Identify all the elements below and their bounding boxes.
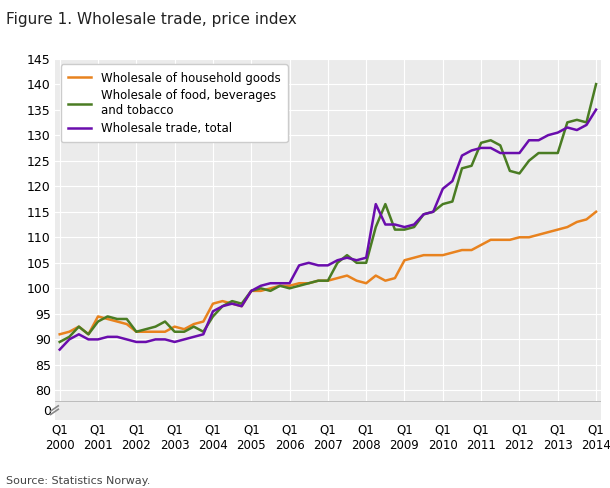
Wholesale trade, total xyxy=(85,336,92,342)
Line: Wholesale trade, total: Wholesale trade, total xyxy=(60,110,596,349)
Wholesale trade, total xyxy=(75,331,82,337)
Wholesale trade, total xyxy=(420,211,428,217)
Wholesale of food, beverages
and tobacco xyxy=(56,339,63,345)
Wholesale of food, beverages
and tobacco xyxy=(429,209,437,215)
Wholesale trade, total xyxy=(56,346,63,352)
Wholesale of household goods xyxy=(85,331,92,337)
Wholesale trade, total xyxy=(429,209,437,215)
Wholesale of food, beverages
and tobacco xyxy=(75,324,82,329)
Wholesale of household goods xyxy=(420,252,428,258)
Wholesale of household goods xyxy=(75,324,82,329)
Line: Wholesale of food, beverages
and tobacco: Wholesale of food, beverages and tobacco xyxy=(60,84,596,342)
Text: Figure 1. Wholesale trade, price index: Figure 1. Wholesale trade, price index xyxy=(6,12,297,27)
Wholesale of household goods xyxy=(592,209,600,215)
Wholesale of food, beverages
and tobacco xyxy=(85,331,92,337)
Wholesale of household goods xyxy=(56,331,63,337)
Wholesale of household goods xyxy=(199,319,207,325)
Line: Wholesale of household goods: Wholesale of household goods xyxy=(60,212,596,334)
Wholesale of food, beverages
and tobacco xyxy=(592,81,600,87)
Wholesale of food, beverages
and tobacco xyxy=(420,211,428,217)
Text: Source: Statistics Norway.: Source: Statistics Norway. xyxy=(6,476,151,486)
Wholesale of food, beverages
and tobacco xyxy=(286,285,293,291)
Wholesale trade, total xyxy=(286,280,293,286)
Wholesale trade, total xyxy=(592,107,600,113)
Wholesale of food, beverages
and tobacco xyxy=(199,329,207,335)
Legend: Wholesale of household goods, Wholesale of food, beverages
and tobacco, Wholesal: Wholesale of household goods, Wholesale … xyxy=(61,64,288,142)
Wholesale of household goods xyxy=(429,252,437,258)
Wholesale trade, total xyxy=(199,331,207,337)
Wholesale of household goods xyxy=(286,283,293,289)
